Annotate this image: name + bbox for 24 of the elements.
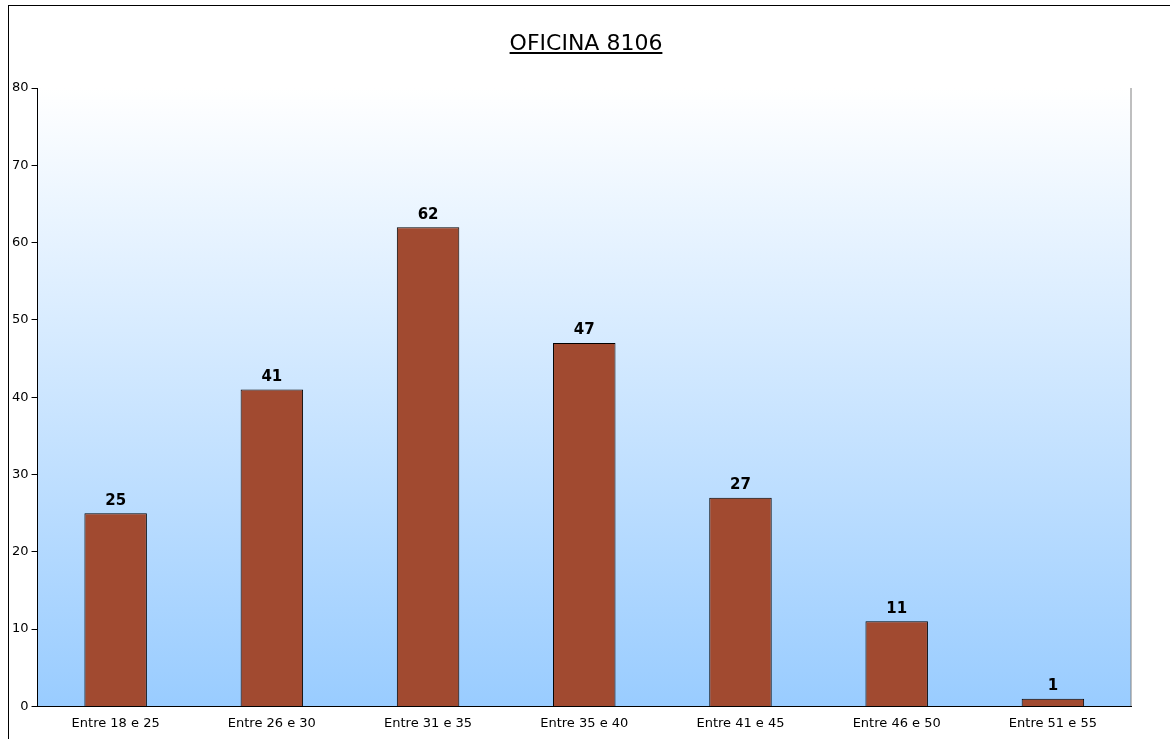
- x-tick-label: Entre 26 e 30: [227, 714, 316, 730]
- x-tick-label: Entre 18 e 25: [71, 714, 160, 730]
- y-tick-label: 20: [12, 543, 29, 559]
- data-label: 41: [261, 366, 283, 385]
- data-label: 62: [417, 204, 439, 223]
- x-tick-label: Entre 41 e 45: [696, 714, 785, 730]
- y-tick-label: 10: [12, 620, 29, 636]
- data-label: 47: [573, 320, 595, 339]
- data-label: 25: [105, 490, 127, 509]
- chart-title: OFICINA 8106: [508, 30, 664, 55]
- y-tick-label: 40: [12, 388, 29, 404]
- x-tick-label: Entre 31 e 35: [384, 714, 473, 730]
- x-tick-label: Entre 35 e 40: [540, 714, 629, 730]
- y-tick-label: 80: [12, 79, 29, 95]
- y-tick-label: 0: [20, 697, 29, 713]
- y-tick-label: 50: [12, 311, 29, 327]
- y-tick-label: 60: [12, 233, 29, 249]
- y-tick-label: 30: [12, 465, 29, 481]
- data-label: 1: [1047, 676, 1059, 695]
- x-tick-label: Entre 46 e 50: [852, 714, 941, 730]
- x-tick-label: Entre 51 e 55: [1008, 714, 1097, 730]
- data-label: 11: [886, 598, 908, 617]
- data-label: 27: [730, 475, 751, 494]
- y-tick-label: 70: [12, 156, 29, 172]
